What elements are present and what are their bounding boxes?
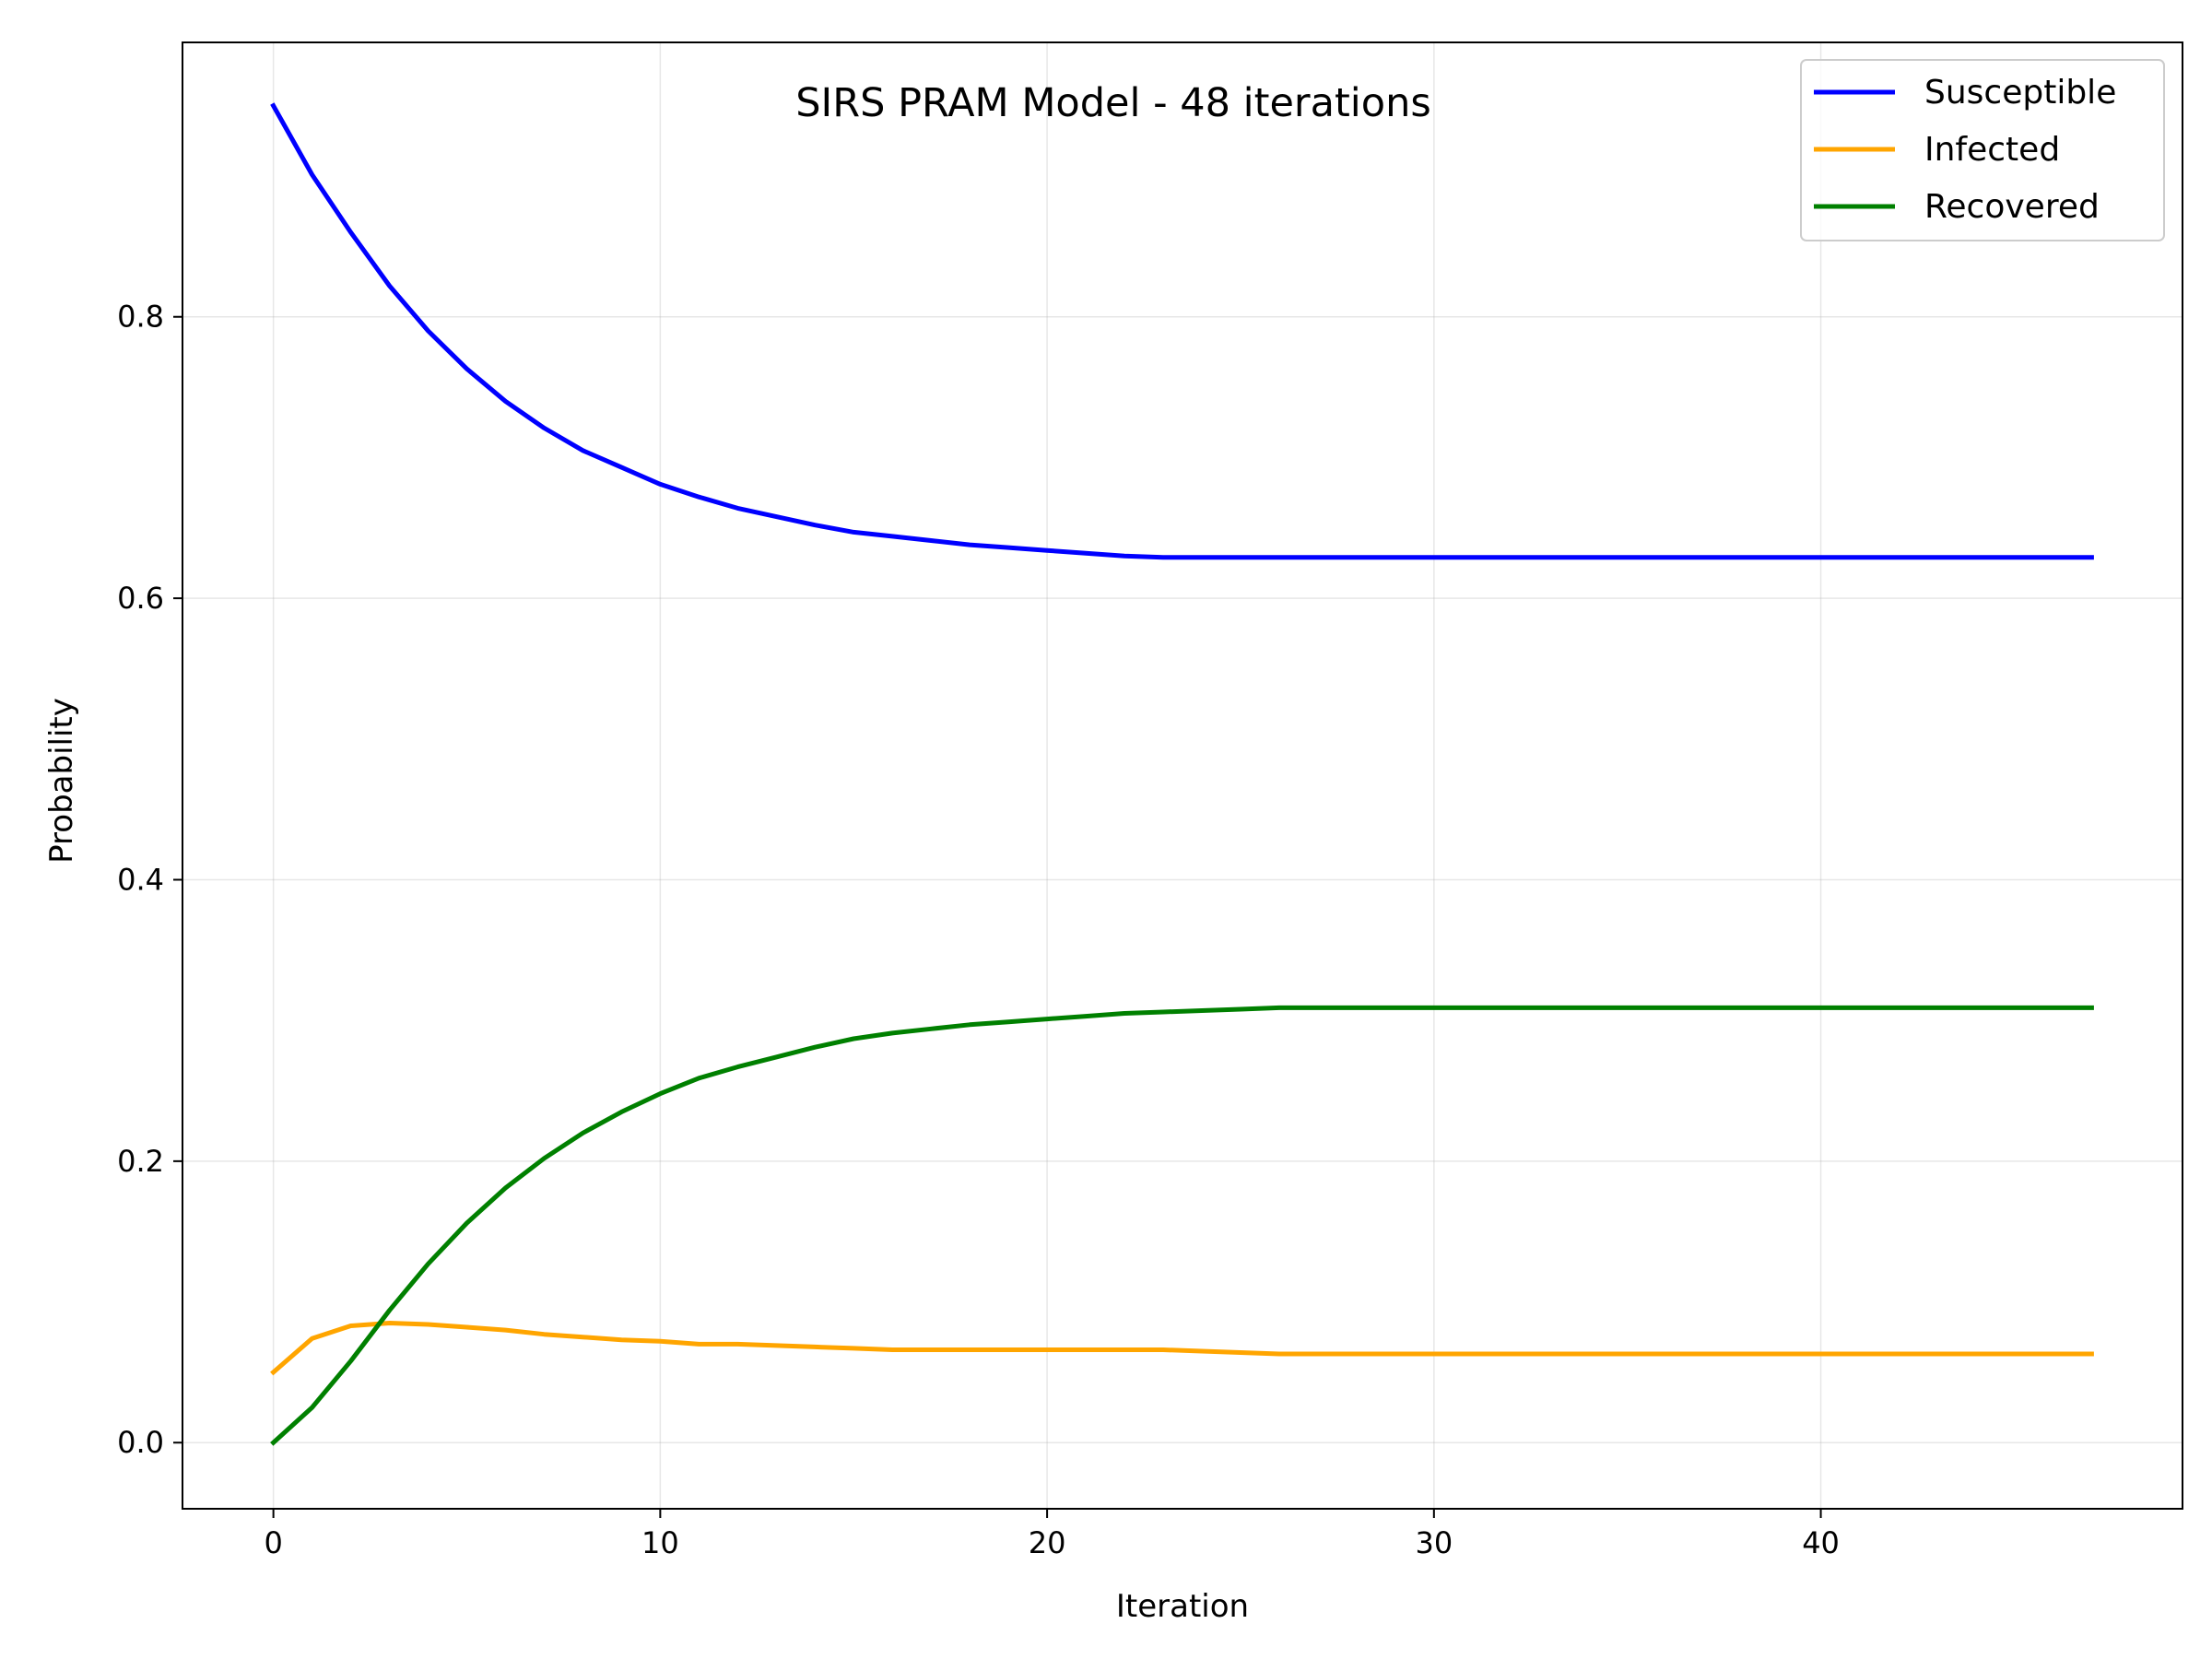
y-tick-label: 0.0 bbox=[117, 1425, 164, 1460]
grid bbox=[182, 42, 2183, 1509]
y-tick-label: 0.4 bbox=[117, 862, 164, 897]
x-tick-label: 20 bbox=[1029, 1525, 1066, 1560]
x-axis-label: Iteration bbox=[1116, 1588, 1249, 1625]
x-axis-ticks: 0 10 20 30 40 bbox=[264, 1509, 1840, 1560]
plot-frame bbox=[182, 41, 2183, 1510]
legend-label-recovered: Recovered bbox=[1924, 188, 2100, 226]
y-tick-label: 0.2 bbox=[117, 1144, 164, 1179]
legend-label-infected: Infected bbox=[1924, 131, 2060, 169]
x-tick-label: 30 bbox=[1415, 1525, 1453, 1560]
series-lines bbox=[270, 102, 2094, 1446]
series-line-recovered bbox=[270, 1005, 2094, 1446]
x-tick-label: 10 bbox=[641, 1525, 679, 1560]
chart-title: SIRS PRAM Model - 48 iterations bbox=[795, 80, 1430, 126]
y-tick-label: 0.8 bbox=[117, 300, 164, 335]
series-line-infected bbox=[270, 1321, 2094, 1376]
legend-label-susceptible: Susceptible bbox=[1924, 74, 2116, 112]
series-line-susceptible bbox=[270, 102, 2094, 560]
x-tick-label: 40 bbox=[1802, 1525, 1840, 1560]
x-tick-label: 0 bbox=[264, 1525, 282, 1560]
y-axis-ticks: 0.0 0.2 0.4 0.6 0.8 bbox=[117, 300, 182, 1460]
y-axis-label: Probability bbox=[43, 698, 80, 864]
legend-box bbox=[1800, 59, 2165, 241]
legend: Susceptible Infected Recovered bbox=[1800, 59, 2165, 241]
y-tick-label: 0.6 bbox=[117, 581, 164, 616]
